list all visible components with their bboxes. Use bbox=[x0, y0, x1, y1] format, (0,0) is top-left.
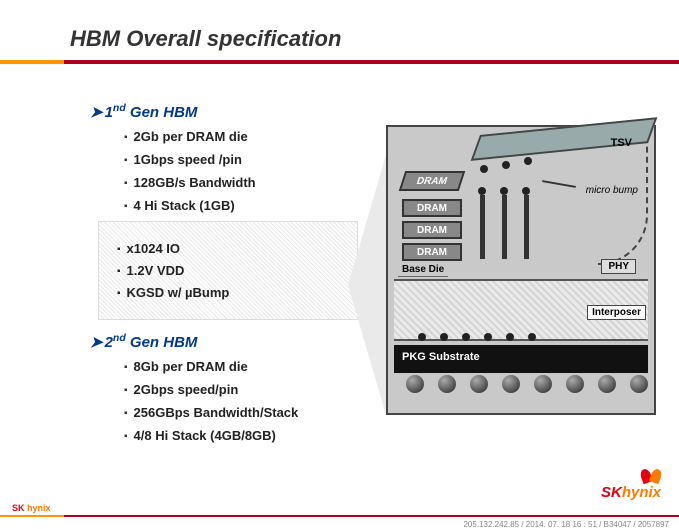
solder-balls bbox=[406, 375, 648, 393]
list-item: 1.2V VDD bbox=[117, 263, 339, 278]
dram-layer: DRAM bbox=[402, 221, 462, 239]
brand-sk-small: SK bbox=[12, 503, 25, 513]
slide: HBM Overall specification ➤1nd Gen HBM 2… bbox=[0, 0, 679, 525]
brand-hynix-small: hynix bbox=[27, 503, 51, 513]
pkg-substrate: PKG Substrate bbox=[394, 345, 648, 373]
list-item: 2Gbps speed/pin bbox=[124, 382, 380, 397]
slide-title: HBM Overall specification bbox=[70, 26, 341, 52]
micro-bump-icon bbox=[502, 161, 510, 169]
gen1-heading: ➤1nd Gen HBM bbox=[90, 102, 380, 121]
bump-icon bbox=[440, 333, 448, 341]
bump-icon bbox=[462, 333, 470, 341]
callout-triangle-icon bbox=[348, 155, 386, 415]
solder-ball-icon bbox=[406, 375, 424, 393]
arrow-icon bbox=[542, 180, 576, 188]
dram-layer: DRAM bbox=[399, 171, 465, 191]
tsv-label: TSV bbox=[611, 137, 632, 149]
micro-bump-icon bbox=[480, 165, 488, 173]
hynix-wings-icon bbox=[639, 471, 663, 483]
gen2-bullets: 8Gb per DRAM die 2Gbps speed/pin 256GBps… bbox=[124, 359, 380, 443]
solder-ball-icon bbox=[566, 375, 584, 393]
solder-ball-icon bbox=[598, 375, 616, 393]
list-item: 1Gbps speed /pin bbox=[124, 152, 380, 167]
gen2-text: Gen HBM bbox=[126, 334, 198, 351]
brand-hynix: hynix bbox=[622, 484, 661, 501]
brand-logo: SKhynix bbox=[601, 484, 661, 501]
micro-bump-icon bbox=[524, 157, 532, 165]
title-accent-bar bbox=[0, 60, 679, 64]
solder-ball-icon bbox=[630, 375, 648, 393]
phy-label: PHY bbox=[601, 259, 636, 274]
gen1-num: 1 bbox=[105, 104, 113, 121]
dram-layer: DRAM bbox=[402, 199, 462, 217]
list-item: 2Gb per DRAM die bbox=[124, 129, 380, 144]
solder-ball-icon bbox=[534, 375, 552, 393]
dram-layer: DRAM bbox=[402, 243, 462, 261]
chevron-right-icon: ➤ bbox=[90, 104, 103, 121]
list-item: 128GB/s Bandwidth bbox=[124, 175, 380, 190]
gen2-heading: ➤2nd Gen HBM bbox=[90, 332, 380, 351]
hbm-stack-diagram: TSV DRAM DRAM DRAM DRAM micro bump Base … bbox=[380, 125, 656, 415]
bump-icon bbox=[418, 333, 426, 341]
list-item: 4 Hi Stack (1GB) bbox=[124, 198, 380, 213]
bump-icon bbox=[528, 333, 536, 341]
solder-ball-icon bbox=[438, 375, 456, 393]
list-item: x1024 IO bbox=[117, 241, 339, 256]
solder-ball-icon bbox=[470, 375, 488, 393]
gen1-sup: nd bbox=[113, 102, 126, 114]
bump-icon bbox=[484, 333, 492, 341]
tsv-pillar-icon bbox=[524, 195, 529, 259]
footer-accent-bar bbox=[0, 515, 679, 517]
tsv-pillar-icon bbox=[502, 195, 507, 259]
micro-bump-icon bbox=[522, 187, 530, 195]
shared-spec-box: x1024 IO 1.2V VDD KGSD w/ µBump bbox=[98, 221, 358, 320]
micro-bump-icon bbox=[500, 187, 508, 195]
content-column: ➤1nd Gen HBM 2Gb per DRAM die 1Gbps spee… bbox=[90, 90, 380, 451]
tsv-pillar-icon bbox=[480, 195, 485, 259]
gen2-num: 2 bbox=[105, 334, 113, 351]
interposer-label: Interposer bbox=[587, 305, 646, 320]
chevron-right-icon: ➤ bbox=[90, 334, 103, 351]
list-item: 8Gb per DRAM die bbox=[124, 359, 380, 374]
list-item: 256GBps Bandwidth/Stack bbox=[124, 405, 380, 420]
gen1-text: Gen HBM bbox=[126, 104, 198, 121]
diagram-frame: TSV DRAM DRAM DRAM DRAM micro bump Base … bbox=[386, 125, 656, 415]
list-item: KGSD w/ µBump bbox=[117, 285, 339, 300]
bump-icon bbox=[506, 333, 514, 341]
brand-logo-small: SK hynix bbox=[12, 503, 51, 513]
gen1-bullets: 2Gb per DRAM die 1Gbps speed /pin 128GB/… bbox=[124, 129, 380, 213]
solder-ball-icon bbox=[502, 375, 520, 393]
micro-bump-icon bbox=[478, 187, 486, 195]
gen2-sup: nd bbox=[113, 332, 126, 344]
micro-bump-label: micro bump bbox=[586, 185, 638, 196]
base-die-label: Base Die bbox=[398, 263, 448, 277]
brand-sk: SK bbox=[601, 484, 622, 501]
list-item: 4/8 Hi Stack (4GB/8GB) bbox=[124, 428, 380, 443]
dashed-arc-icon bbox=[598, 145, 648, 265]
